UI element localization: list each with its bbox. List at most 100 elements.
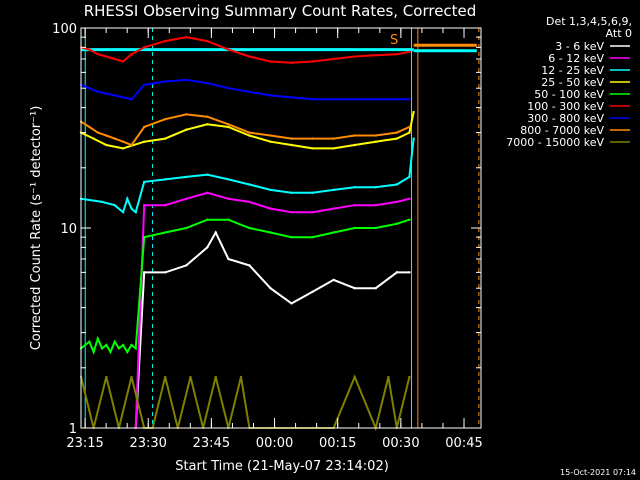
- series-point-0-11: [332, 278, 335, 282]
- series-point-2-12: [248, 183, 251, 186]
- series-point-4-8: [117, 347, 121, 350]
- series-point-2-15: [311, 191, 314, 194]
- series-point-5-12: [248, 55, 251, 58]
- series-point-6-1: [88, 87, 91, 90]
- series-point-2-19: [395, 183, 398, 186]
- series-point-5-11: [227, 48, 230, 51]
- series-point-3-3: [121, 147, 125, 150]
- series-point-6-19: [395, 98, 398, 101]
- series-point-3-8: [227, 125, 230, 129]
- series-point-5-4: [113, 57, 116, 61]
- series-point-5-9: [185, 35, 188, 39]
- series-point-5-20: [408, 50, 411, 54]
- series-point-7-5: [121, 140, 125, 143]
- series-point-2-7: [142, 180, 146, 184]
- series-point-4-1: [88, 340, 91, 343]
- series-point-8-11: [214, 375, 217, 379]
- series-point-7-7: [142, 125, 146, 129]
- series-point-1-13: [395, 200, 398, 204]
- series-point-1-1: [142, 204, 146, 207]
- series-point-6-5: [121, 96, 125, 99]
- series-point-4-20: [290, 235, 293, 239]
- y-axis-label: Corrected Count Rate (s⁻¹ detector⁻¹): [29, 106, 44, 351]
- legend-label-4: 50 - 100 keV: [534, 88, 604, 101]
- series-point-6-12: [248, 90, 251, 93]
- x-tick-label: 00:15: [319, 436, 356, 451]
- series-point-2-16: [332, 188, 335, 192]
- series-point-6-7: [142, 83, 146, 86]
- series-point-7-6: [130, 143, 133, 147]
- series-point-0-6: [227, 257, 230, 261]
- series-point-5-15: [311, 60, 314, 63]
- x-tick-label: 00:00: [256, 436, 293, 451]
- series-point-6-13: [269, 94, 272, 97]
- series-point-3-10: [269, 140, 272, 143]
- series-point-0-5: [214, 231, 217, 234]
- series-point-2-20: [408, 175, 411, 179]
- y-tick-label: 1: [69, 422, 77, 437]
- legend-label-7: 800 - 7000 keV: [520, 124, 604, 137]
- series-point-5-19: [395, 52, 398, 56]
- series-point-3-2: [105, 143, 108, 147]
- series-point-1-2: [164, 204, 167, 207]
- series-point-0-8: [269, 287, 272, 290]
- series-point-6-20: [408, 98, 411, 101]
- series-point-7-13: [269, 134, 272, 137]
- series-point-4-23: [353, 226, 356, 230]
- series-point-0-7: [248, 264, 251, 267]
- x-tick-label: 00:30: [382, 436, 419, 451]
- series-point-4-25: [395, 222, 398, 225]
- series-point-2-6: [134, 210, 137, 214]
- series-point-3-12: [311, 147, 314, 150]
- flag-s-label: S: [390, 33, 398, 48]
- series-point-4-13: [142, 235, 146, 239]
- legend-label-0: 3 - 6 keV: [555, 40, 604, 53]
- series-point-4-17: [227, 218, 230, 221]
- series-point-1-8: [290, 210, 293, 214]
- series-point-1-7: [269, 207, 272, 210]
- series-point-7-11: [227, 123, 230, 126]
- series-point-5-1: [88, 48, 91, 51]
- series-point-1-12: [374, 204, 377, 207]
- series-point-2-14: [290, 191, 293, 194]
- series-point-4-5: [105, 343, 108, 347]
- series-point-0-1: [142, 271, 146, 274]
- series-point-2-1: [100, 200, 104, 204]
- y-tick-label: 100: [52, 22, 77, 37]
- series-point-6-4: [113, 94, 116, 97]
- series-lines: [79, 35, 415, 432]
- legend-header-line-1: Det 1,3,4,5,6,9,: [546, 15, 632, 28]
- series-point-4-10: [126, 350, 129, 354]
- x-tick-label: 23:30: [129, 436, 166, 451]
- series-point-0-15: [408, 271, 411, 274]
- series-point-4-6: [109, 350, 112, 354]
- series-point-7-1: [88, 125, 91, 129]
- series-point-3-17: [408, 131, 411, 134]
- series-point-5-10: [206, 39, 209, 43]
- series-point-6-8: [164, 80, 167, 83]
- series-point-7-17: [353, 134, 356, 137]
- series-point-6-9: [185, 78, 188, 82]
- legend-label-6: 300 - 800 keV: [527, 112, 604, 125]
- series-point-5-5: [121, 60, 125, 63]
- series-point-1-14: [408, 197, 411, 200]
- series-point-3-7: [206, 123, 209, 126]
- series-point-5-13: [269, 60, 272, 63]
- flag-bars: [81, 43, 477, 53]
- series-point-3-6: [185, 128, 188, 131]
- series-point-3-14: [353, 143, 356, 147]
- series-point-7-16: [332, 137, 335, 140]
- series-point-8-2: [105, 375, 108, 379]
- series-point-3-18: [412, 110, 415, 114]
- series-point-1-5: [227, 197, 230, 200]
- legend-label-3: 25 - 50 keV: [541, 76, 604, 89]
- series-point-5-2: [96, 52, 100, 56]
- series-point-4-3: [96, 337, 100, 340]
- series-point-4-2: [92, 350, 95, 354]
- series-point-5-8: [164, 39, 167, 43]
- series-point-1-10: [332, 207, 335, 210]
- series-point-1-3: [185, 197, 188, 200]
- y-tick-label: 10: [60, 222, 77, 237]
